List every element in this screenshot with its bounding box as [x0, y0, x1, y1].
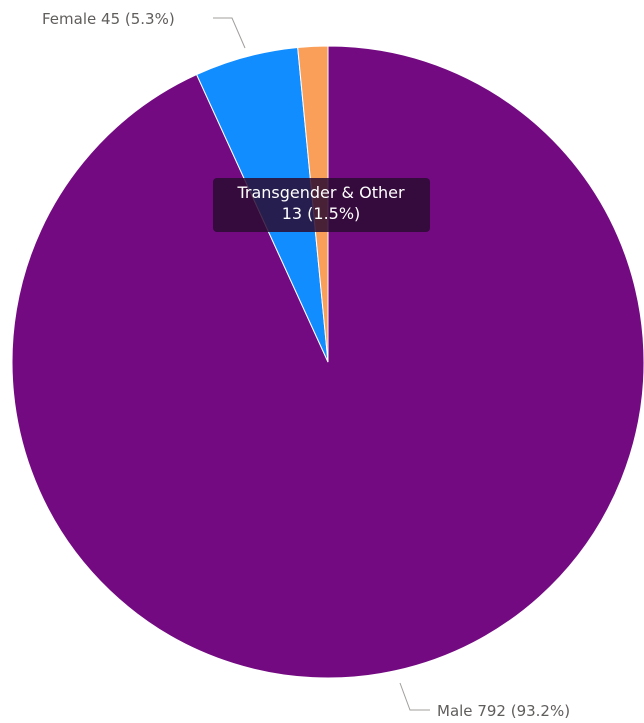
- label-category: Male: [437, 702, 473, 720]
- label-value: 792 (93.2%): [477, 702, 570, 720]
- leader-line: [213, 17, 246, 49]
- label-category: Female: [42, 10, 96, 28]
- slice-label: Male 792 (93.2%): [437, 702, 570, 720]
- tooltip-title: Transgender & Other: [236, 183, 405, 202]
- leader-line: [399, 682, 430, 711]
- tooltip-value: 13 (1.5%): [282, 204, 361, 223]
- tooltip: Transgender & Other 13 (1.5%): [213, 178, 430, 232]
- slice-label: Female 45 (5.3%): [42, 10, 175, 28]
- tooltip-box: [213, 178, 430, 232]
- pie: [11, 45, 644, 679]
- label-value: 45 (5.3%): [101, 10, 175, 28]
